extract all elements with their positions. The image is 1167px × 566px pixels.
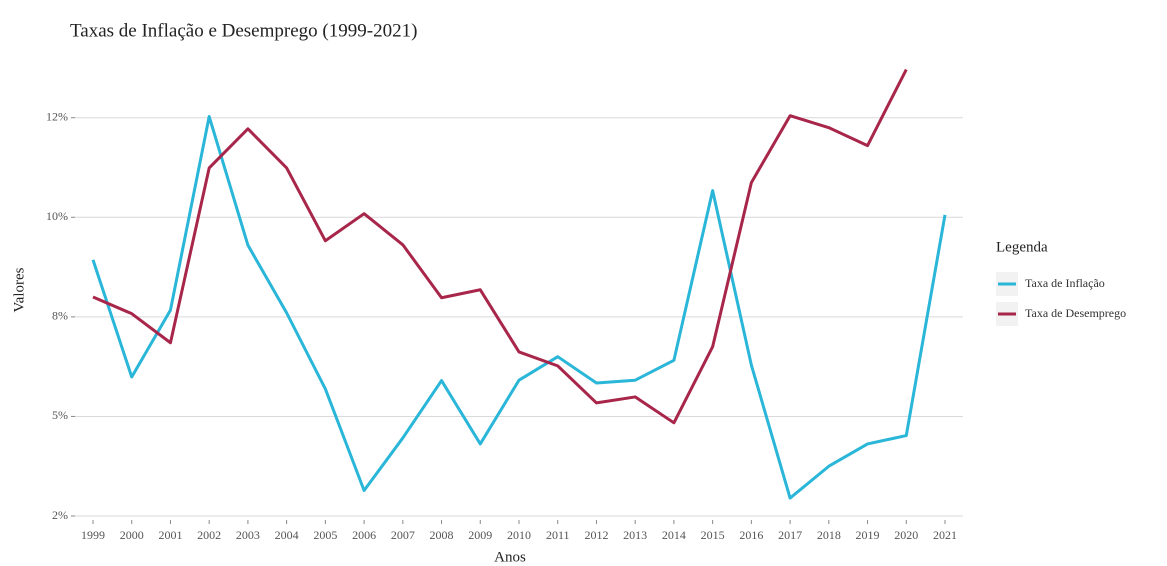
x-tick-label: 2002 bbox=[197, 528, 221, 542]
chart-title: Taxas de Inflação e Desemprego (1999-202… bbox=[70, 20, 417, 41]
y-tick-label: 2% bbox=[52, 508, 68, 522]
x-tick-label: 2011 bbox=[546, 528, 570, 542]
x-tick-label: 2020 bbox=[894, 528, 918, 542]
series-line bbox=[91, 115, 947, 500]
series-line bbox=[92, 68, 908, 425]
x-tick-label: 2000 bbox=[120, 528, 144, 542]
x-tick-label: 2019 bbox=[856, 528, 880, 542]
x-tick-label: 2005 bbox=[313, 528, 337, 542]
x-tick-label: 2014 bbox=[662, 528, 686, 542]
x-tick-label: 2016 bbox=[739, 528, 763, 542]
x-tick-label: 2009 bbox=[468, 528, 492, 542]
y-tick-label: 10% bbox=[46, 209, 68, 223]
legend-label: Taxa de Inflação bbox=[1025, 276, 1105, 290]
x-tick-label: 2010 bbox=[507, 528, 531, 542]
x-tick-label: 2012 bbox=[584, 528, 608, 542]
legend-title: Legenda bbox=[996, 239, 1048, 255]
y-tick-label: 5% bbox=[52, 408, 68, 422]
x-tick-label: 2018 bbox=[817, 528, 841, 542]
y-tick-label: 12% bbox=[46, 109, 68, 123]
x-tick-label: 2008 bbox=[430, 528, 454, 542]
x-tick-label: 2003 bbox=[236, 528, 260, 542]
x-tick-label: 2001 bbox=[158, 528, 182, 542]
x-tick-label: 2017 bbox=[778, 528, 802, 542]
x-tick-label: 1999 bbox=[81, 528, 105, 542]
x-tick-label: 2015 bbox=[701, 528, 725, 542]
legend-label: Taxa de Desemprego bbox=[1025, 306, 1126, 320]
x-tick-label: 2006 bbox=[352, 528, 376, 542]
x-axis-label: Anos bbox=[494, 549, 526, 565]
x-tick-label: 2007 bbox=[391, 528, 415, 542]
y-tick-label: 8% bbox=[52, 309, 68, 323]
x-tick-label: 2013 bbox=[623, 528, 647, 542]
x-tick-label: 2004 bbox=[275, 528, 299, 542]
y-axis-label: Valores bbox=[11, 267, 27, 312]
x-tick-label: 2021 bbox=[933, 528, 957, 542]
